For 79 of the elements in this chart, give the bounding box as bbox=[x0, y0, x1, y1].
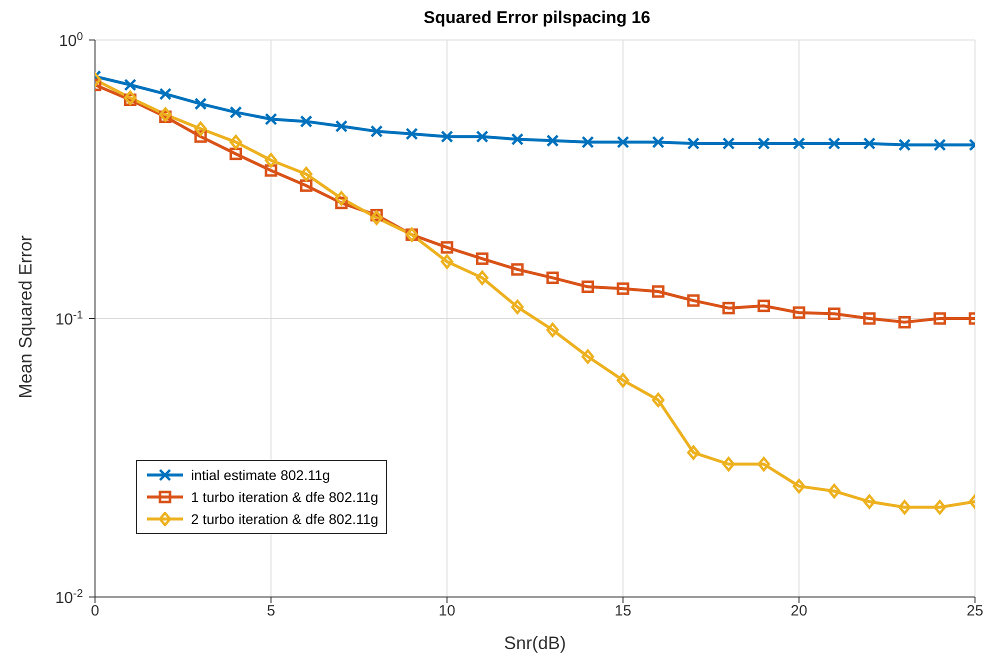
point bbox=[546, 322, 559, 338]
point bbox=[616, 136, 630, 148]
point bbox=[863, 137, 876, 150]
point bbox=[652, 392, 664, 408]
point bbox=[758, 300, 770, 312]
point bbox=[440, 241, 454, 254]
point bbox=[546, 134, 559, 147]
point bbox=[124, 78, 136, 92]
point bbox=[616, 282, 630, 295]
legend-label: 1 turbo iteration & dfe 802.11g bbox=[191, 488, 378, 507]
point bbox=[335, 120, 348, 133]
point bbox=[406, 128, 418, 140]
point bbox=[652, 285, 664, 298]
point bbox=[511, 133, 524, 146]
point bbox=[582, 136, 594, 148]
point bbox=[370, 125, 383, 138]
x-axis-title: Snr(dB) bbox=[504, 633, 566, 653]
point bbox=[722, 302, 735, 314]
point bbox=[934, 138, 946, 152]
point bbox=[546, 272, 559, 284]
point bbox=[159, 88, 172, 100]
point bbox=[758, 456, 770, 472]
point bbox=[863, 494, 876, 509]
point bbox=[582, 280, 594, 294]
point bbox=[616, 373, 630, 388]
y-tick-label: 10$^{-2}$ bbox=[55, 588, 83, 607]
point bbox=[828, 137, 840, 150]
point bbox=[300, 179, 312, 192]
point bbox=[476, 252, 488, 265]
y-tick-label: 10$^{-1}$ bbox=[55, 310, 83, 328]
point bbox=[300, 166, 312, 182]
point bbox=[934, 312, 946, 325]
legend-label: 2 turbo iteration & dfe 802.11g bbox=[191, 510, 378, 529]
point bbox=[264, 153, 278, 168]
point bbox=[792, 478, 806, 494]
point bbox=[264, 112, 278, 126]
point bbox=[476, 130, 488, 143]
point bbox=[194, 98, 207, 110]
point bbox=[863, 312, 876, 325]
point bbox=[582, 349, 594, 364]
point bbox=[370, 210, 383, 226]
point bbox=[828, 484, 840, 498]
legend-label: intial estimate 802.11g bbox=[191, 466, 330, 485]
point bbox=[300, 115, 312, 128]
chart-title: Squared Error pilspacing 16 bbox=[422, 8, 652, 27]
point bbox=[335, 191, 348, 206]
x-tick-label: 0 bbox=[90, 602, 100, 620]
point bbox=[476, 270, 488, 286]
point bbox=[230, 134, 242, 150]
point bbox=[792, 306, 806, 319]
point bbox=[159, 107, 172, 122]
point bbox=[792, 137, 806, 150]
point bbox=[898, 316, 911, 328]
point bbox=[440, 254, 454, 269]
point bbox=[194, 122, 207, 136]
point bbox=[934, 500, 946, 515]
point bbox=[440, 130, 454, 143]
x-tick-label: 20 bbox=[790, 602, 808, 620]
point bbox=[230, 148, 242, 160]
y-tick-label: 10$^{0}$ bbox=[58, 31, 83, 50]
x-tick-label: 10 bbox=[438, 602, 456, 620]
point bbox=[230, 106, 242, 119]
point bbox=[828, 308, 840, 320]
point bbox=[722, 456, 735, 472]
x-tick-label: 25 bbox=[966, 602, 984, 620]
x-tick-label: 5 bbox=[266, 602, 276, 620]
point bbox=[722, 137, 735, 150]
point bbox=[687, 294, 700, 307]
point bbox=[652, 136, 664, 148]
point bbox=[758, 137, 770, 150]
x-tick-label: 15 bbox=[614, 602, 632, 620]
point bbox=[511, 263, 524, 276]
point bbox=[898, 138, 911, 152]
y-axis-title: Mean Squared Error bbox=[15, 235, 36, 398]
point bbox=[124, 90, 136, 106]
point bbox=[687, 137, 700, 150]
point bbox=[687, 445, 700, 460]
point bbox=[511, 300, 524, 314]
point bbox=[898, 500, 911, 515]
